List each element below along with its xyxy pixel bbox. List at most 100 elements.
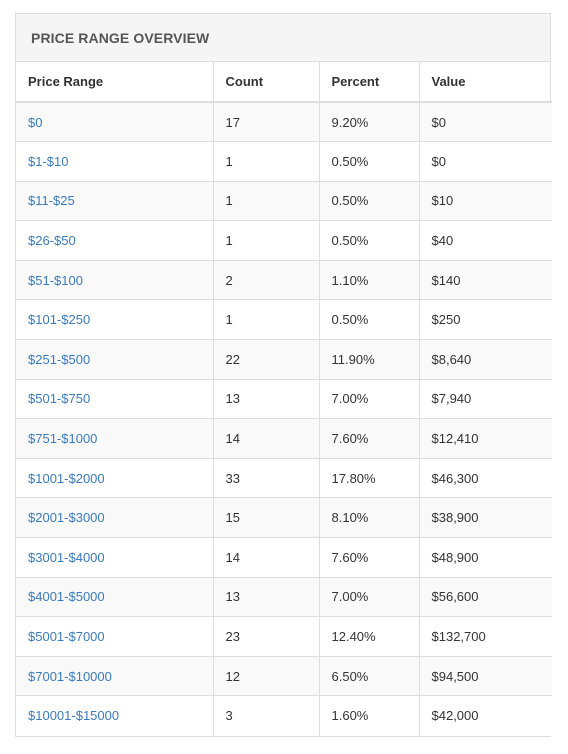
price-range-link[interactable]: $751-$1000 [28,431,98,447]
count-cell: 23 [213,616,320,657]
percent-cell: 12.40% [319,616,420,657]
table-body: $0 17 9.20% $0 $1-$10 1 0.50% $0 $11-$25 1 0.50% $1… [16,102,552,736]
percent-cell: 11.90% [319,339,420,380]
price-range-link[interactable]: $7001-$10000 [28,668,112,684]
table-row: $1001-$2000 33 17.80% $46,300 [16,458,552,499]
price-range-link[interactable]: $501-$750 [28,391,91,407]
percent-cell: 8.10% [319,497,420,539]
price-range-link[interactable]: $26-$50 [28,233,76,249]
count-cell: 1 [213,141,320,182]
price-range-cell: $3001-$4000 [16,537,214,578]
count-cell: 13 [213,577,320,618]
table-row: $11-$25 1 0.50% $10 [16,181,552,222]
price-range-link[interactable]: $1001-$2000 [28,470,105,486]
count-cell: 15 [213,497,320,539]
column-header-value: Value [419,62,552,103]
value-cell: $250 [419,299,552,341]
price-range-cell: $26-$50 [16,220,214,261]
value-cell: $48,900 [419,537,552,578]
value-cell: $94,500 [419,656,552,697]
value-cell: $12,410 [419,418,552,459]
count-cell: 14 [213,418,320,459]
table-row: $251-$500 22 11.90% $8,640 [16,339,552,380]
value-cell: $140 [419,260,552,301]
price-range-cell: $51-$100 [16,260,214,301]
price-range-cell: $5001-$7000 [16,616,214,657]
value-cell: $8,640 [419,339,552,380]
price-range-cell: $251-$500 [16,339,214,380]
price-range-link[interactable]: $5001-$7000 [28,629,105,645]
price-range-cell: $0 [16,102,214,143]
price-range-link[interactable]: $1-$10 [28,153,69,169]
count-cell: 14 [213,537,320,578]
price-range-link[interactable]: $51-$100 [28,272,83,288]
percent-cell: 6.50% [319,656,420,697]
price-range-cell: $1001-$2000 [16,458,214,499]
price-range-cell: $11-$25 [16,181,214,222]
table-header-row: Price Range Count Percent Value [16,62,552,103]
price-range-link[interactable]: $4001-$5000 [28,589,105,605]
table-row: $2001-$3000 15 8.10% $38,900 [16,497,552,539]
value-cell: $40 [419,220,552,261]
table-row: $101-$250 1 0.50% $250 [16,299,552,341]
price-range-link[interactable]: $0 [28,114,43,130]
value-cell: $10 [419,181,552,222]
price-range-cell: $2001-$3000 [16,497,214,539]
price-range-cell: $751-$1000 [16,418,214,459]
value-cell: $132,700 [419,616,552,657]
table-row: $501-$750 13 7.00% $7,940 [16,379,552,420]
percent-cell: 0.50% [319,299,420,341]
percent-cell: 17.80% [319,458,420,499]
price-range-link[interactable]: $101-$250 [28,312,91,328]
price-range-link[interactable]: $11-$25 [28,193,75,209]
count-cell: 1 [213,220,320,261]
count-cell: 1 [213,299,320,341]
price-range-table: Price Range Count Percent Value $0 17 9.20… [16,62,552,736]
table-row: $3001-$4000 14 7.60% $48,900 [16,537,552,578]
count-cell: 3 [213,695,320,736]
table-row: $51-$100 2 1.10% $140 [16,260,552,301]
price-range-link[interactable]: $251-$500 [28,351,91,367]
price-range-panel: PRICE RANGE OVERVIEW Price Range Count P… [15,13,552,737]
panel-title: PRICE RANGE OVERVIEW [16,14,550,62]
count-cell: 2 [213,260,320,301]
price-range-link[interactable]: $3001-$4000 [28,549,105,565]
percent-cell: 7.00% [319,379,420,420]
table-row: $10001-$15000 3 1.60% $42,000 [16,695,552,736]
column-header-percent: Percent [319,62,420,103]
percent-cell: 1.10% [319,260,420,301]
percent-cell: 9.20% [319,102,420,143]
percent-cell: 7.00% [319,577,420,618]
price-range-cell: $101-$250 [16,299,214,341]
table-row: $5001-$7000 23 12.40% $132,700 [16,616,552,657]
percent-cell: 7.60% [319,418,420,459]
count-cell: 1 [213,181,320,222]
value-cell: $0 [419,141,552,182]
price-range-link[interactable]: $2001-$3000 [28,510,105,526]
table-row: $751-$1000 14 7.60% $12,410 [16,418,552,459]
price-range-link[interactable]: $10001-$15000 [28,708,120,724]
table-row: $4001-$5000 13 7.00% $56,600 [16,577,552,618]
percent-cell: 1.60% [319,695,420,736]
count-cell: 17 [213,102,320,143]
count-cell: 13 [213,379,320,420]
value-cell: $56,600 [419,577,552,618]
value-cell: $38,900 [419,497,552,539]
percent-cell: 0.50% [319,181,420,222]
percent-cell: 0.50% [319,141,420,182]
value-cell: $0 [419,102,552,143]
column-header-count: Count [213,62,320,103]
table-row: $0 17 9.20% $0 [16,102,552,143]
percent-cell: 7.60% [319,537,420,578]
table-row: $1-$10 1 0.50% $0 [16,141,552,182]
column-header-price-range: Price Range [16,62,214,103]
count-cell: 12 [213,656,320,697]
price-range-cell: $501-$750 [16,379,214,420]
value-cell: $7,940 [419,379,552,420]
price-range-cell: $10001-$15000 [16,695,214,736]
table-row: $7001-$10000 12 6.50% $94,500 [16,656,552,697]
percent-cell: 0.50% [319,220,420,261]
price-range-cell: $4001-$5000 [16,577,214,618]
count-cell: 33 [213,458,320,499]
count-cell: 22 [213,339,320,380]
